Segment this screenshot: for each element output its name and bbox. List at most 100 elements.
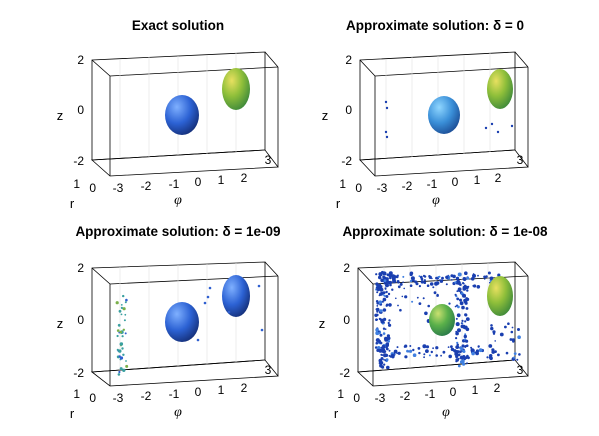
noise-point: [391, 288, 394, 291]
noise-point: [393, 349, 398, 354]
noise-point: [122, 294, 125, 298]
noise-point: [383, 358, 385, 361]
noise-point: [119, 342, 124, 346]
noise-point: [122, 328, 126, 331]
noise-point: [505, 351, 509, 355]
y-axis-label: r: [334, 406, 339, 421]
noise-point: [385, 304, 388, 307]
noise-point: [119, 367, 123, 371]
noise-point: [489, 356, 493, 361]
noise-point: [378, 300, 383, 305]
noise-point: [455, 322, 460, 327]
noise-point: [450, 345, 453, 348]
noise-point: [379, 283, 382, 286]
noise-point: [203, 301, 207, 305]
noise-point: [422, 297, 425, 300]
noise-point: [382, 297, 387, 302]
z-tick: -2: [73, 154, 84, 168]
noise-point: [116, 334, 119, 338]
axes-box: [359, 51, 529, 177]
noise-point: [488, 344, 493, 348]
noise-point: [385, 290, 388, 294]
noise-point: [122, 353, 125, 356]
noise-point: [418, 285, 421, 288]
z-tick: 0: [77, 313, 84, 327]
noise-point: [399, 308, 402, 312]
z-tick: -2: [339, 366, 350, 380]
noise-point: [380, 318, 384, 322]
noise-point: [426, 284, 430, 288]
green-blob: [429, 304, 455, 336]
noise-point: [450, 274, 454, 278]
noise-point: [384, 288, 387, 290]
noise-point: [385, 347, 389, 351]
noise-point: [448, 354, 453, 359]
noise-point: [376, 310, 379, 313]
noise-point: [432, 286, 435, 289]
noise-point: [435, 276, 438, 280]
noise-point: [466, 289, 469, 292]
noise-point: [464, 333, 467, 336]
x-tick: 1: [218, 173, 225, 187]
z-tick: 2: [77, 261, 84, 275]
noise-point: [388, 323, 392, 327]
noise-point: [429, 282, 434, 286]
noise-point: [409, 345, 412, 347]
x-tick: 2: [241, 171, 248, 185]
noise-point: [418, 302, 422, 305]
noise-point: [378, 330, 380, 333]
noise-point: [454, 293, 457, 296]
x-tick: 2: [494, 381, 501, 395]
x-tick: 2: [241, 381, 248, 395]
z-tick: 0: [77, 103, 84, 117]
noise-point: [379, 364, 383, 368]
noise-point: [487, 271, 491, 275]
z-axis-label: z: [57, 108, 64, 123]
noise-point: [490, 324, 493, 327]
noise-point: [375, 341, 379, 345]
noise-point: [460, 322, 463, 324]
noise-point: [123, 319, 126, 322]
y-axis-label: r: [70, 406, 75, 421]
noise-point: [422, 344, 427, 349]
noise-point: [391, 274, 396, 279]
noise-point: [478, 348, 483, 353]
noise-point: [121, 335, 124, 338]
noise-point: [456, 280, 461, 285]
green-blob: [487, 69, 513, 109]
noise-point: [396, 346, 399, 349]
noise-point: [484, 126, 488, 130]
noise-point: [454, 305, 457, 308]
noise-point: [497, 353, 500, 357]
noise-point: [418, 351, 421, 355]
noise-point: [510, 124, 514, 128]
noise-point: [410, 276, 415, 281]
noise-point: [464, 346, 467, 348]
x-tick: 0: [450, 385, 457, 399]
noise-point: [461, 305, 465, 310]
noise-point: [378, 294, 381, 297]
x-tick: -1: [169, 387, 180, 401]
x-tick: 1: [218, 383, 225, 397]
noise-point: [416, 297, 419, 299]
noise-point: [389, 355, 393, 358]
noise-point: [513, 352, 517, 355]
noise-point: [492, 332, 496, 335]
noise-point: [483, 275, 486, 279]
noise-point: [455, 345, 460, 349]
noise-point: [497, 273, 501, 277]
noise-point: [439, 279, 444, 283]
noise-point: [380, 274, 383, 277]
noise-point: [428, 354, 431, 357]
noise-point: [462, 362, 466, 366]
noise-point: [467, 285, 470, 288]
noise-point: [456, 290, 459, 293]
noise-point: [387, 321, 390, 325]
noise-point: [457, 364, 461, 368]
noise-point: [380, 353, 383, 356]
blue-blob-right: [222, 275, 250, 317]
noise-point: [382, 327, 386, 330]
noise-point: [494, 340, 497, 342]
noise-point: [385, 283, 389, 288]
noise-point: [457, 287, 462, 292]
